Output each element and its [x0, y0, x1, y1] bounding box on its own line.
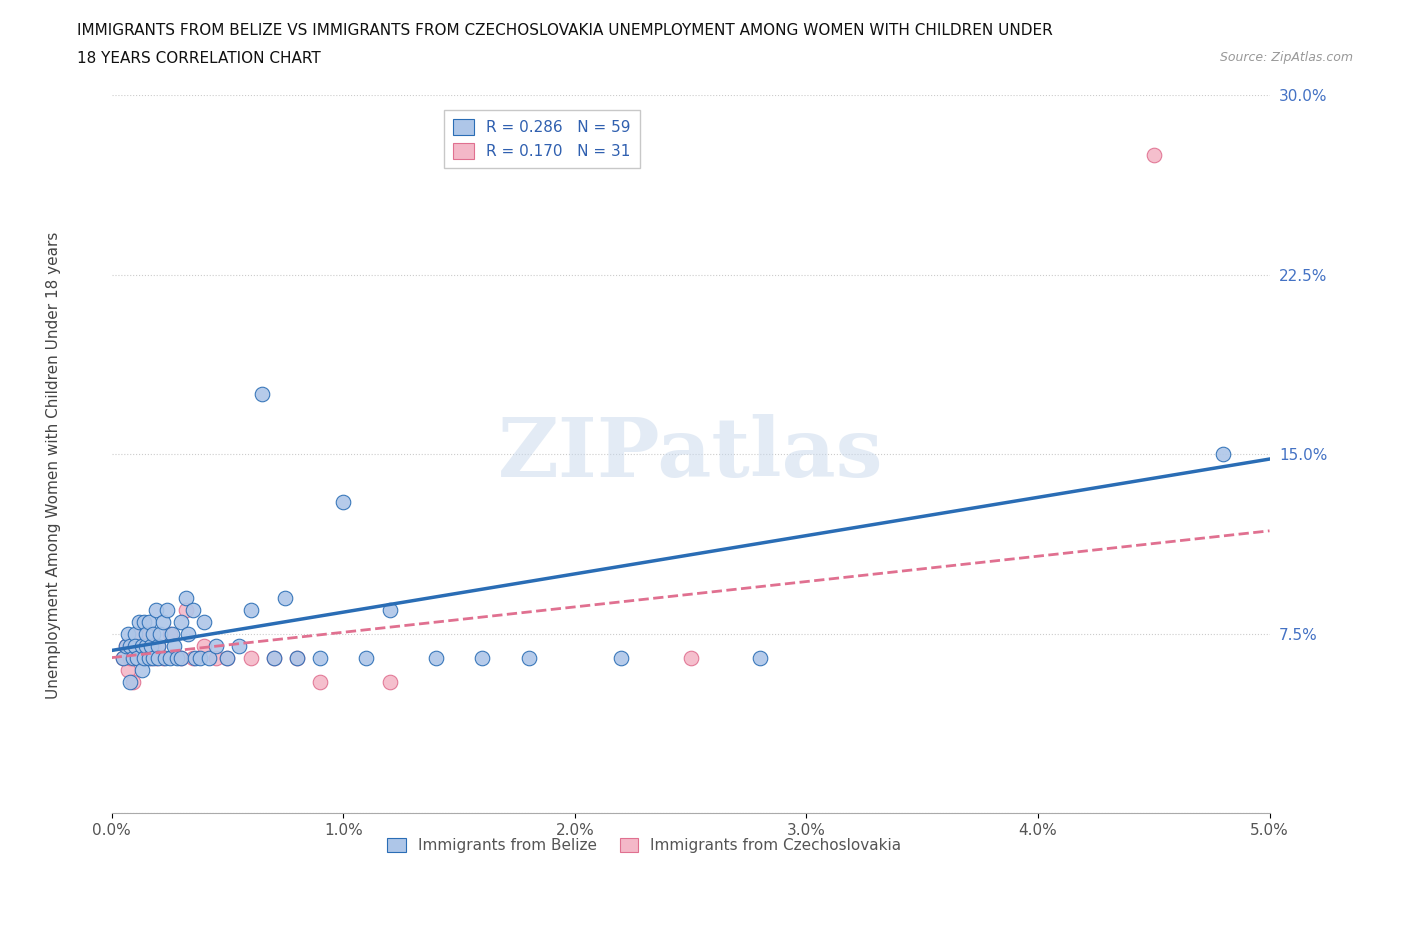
- Point: [117, 662, 139, 677]
- Point: [120, 650, 142, 665]
- Point: [138, 626, 160, 641]
- Point: [127, 650, 149, 665]
- Point: [131, 662, 153, 677]
- Point: [139, 638, 162, 653]
- Point: [263, 650, 285, 665]
- Point: [152, 650, 174, 665]
- Point: [145, 603, 167, 618]
- Point: [156, 603, 179, 618]
- Point: [159, 626, 181, 641]
- Point: [471, 650, 494, 665]
- Point: [142, 650, 165, 665]
- Point: [121, 650, 143, 665]
- Point: [146, 638, 169, 653]
- Text: 18 YEARS CORRELATION CHART: 18 YEARS CORRELATION CHART: [77, 51, 321, 66]
- Point: [124, 626, 146, 641]
- Point: [138, 650, 160, 665]
- Point: [181, 603, 204, 618]
- Point: [378, 674, 401, 689]
- Text: ZIPatlas: ZIPatlas: [498, 414, 883, 494]
- Point: [134, 638, 156, 653]
- Point: [160, 626, 183, 641]
- Point: [139, 650, 162, 665]
- Point: [138, 615, 160, 630]
- Point: [127, 650, 149, 665]
- Point: [309, 674, 332, 689]
- Point: [174, 591, 197, 605]
- Point: [135, 650, 157, 665]
- Point: [117, 626, 139, 641]
- Point: [239, 603, 262, 618]
- Point: [205, 638, 228, 653]
- Text: IMMIGRANTS FROM BELIZE VS IMMIGRANTS FROM CZECHOSLOVAKIA UNEMPLOYMENT AMONG WOME: IMMIGRANTS FROM BELIZE VS IMMIGRANTS FRO…: [77, 23, 1053, 38]
- Point: [159, 650, 181, 665]
- Text: Unemployment Among Women with Children Under 18 years: Unemployment Among Women with Children U…: [46, 232, 60, 698]
- Legend: Immigrants from Belize, Immigrants from Czechoslovakia: Immigrants from Belize, Immigrants from …: [381, 832, 907, 859]
- Point: [112, 650, 135, 665]
- Point: [146, 650, 169, 665]
- Point: [112, 650, 135, 665]
- Point: [228, 638, 250, 653]
- Point: [120, 674, 142, 689]
- Point: [166, 650, 188, 665]
- Point: [1143, 148, 1166, 163]
- Point: [425, 650, 447, 665]
- Point: [114, 638, 136, 653]
- Point: [134, 615, 156, 630]
- Point: [252, 387, 274, 402]
- Text: Source: ZipAtlas.com: Source: ZipAtlas.com: [1219, 51, 1353, 64]
- Point: [274, 591, 297, 605]
- Point: [239, 650, 262, 665]
- Point: [198, 650, 221, 665]
- Point: [217, 650, 239, 665]
- Point: [177, 626, 200, 641]
- Point: [142, 638, 165, 653]
- Point: [128, 615, 150, 630]
- Point: [152, 615, 174, 630]
- Point: [356, 650, 378, 665]
- Point: [263, 650, 285, 665]
- Point: [121, 674, 143, 689]
- Point: [124, 638, 146, 653]
- Point: [309, 650, 332, 665]
- Point: [170, 650, 193, 665]
- Point: [378, 603, 401, 618]
- Point: [135, 638, 157, 653]
- Point: [131, 638, 153, 653]
- Point: [170, 650, 193, 665]
- Point: [181, 650, 204, 665]
- Point: [142, 626, 165, 641]
- Point: [749, 650, 772, 665]
- Point: [135, 626, 157, 641]
- Point: [114, 638, 136, 653]
- Point: [120, 638, 142, 653]
- Point: [170, 615, 193, 630]
- Point: [610, 650, 633, 665]
- Point: [205, 650, 228, 665]
- Point: [153, 650, 176, 665]
- Point: [134, 650, 156, 665]
- Point: [188, 650, 211, 665]
- Point: [174, 603, 197, 618]
- Point: [679, 650, 702, 665]
- Point: [163, 638, 186, 653]
- Point: [184, 650, 207, 665]
- Point: [149, 626, 172, 641]
- Point: [285, 650, 308, 665]
- Point: [1212, 446, 1234, 461]
- Point: [131, 650, 153, 665]
- Point: [332, 495, 354, 510]
- Point: [517, 650, 540, 665]
- Point: [145, 650, 167, 665]
- Point: [193, 638, 215, 653]
- Point: [128, 626, 150, 641]
- Point: [124, 638, 146, 653]
- Point: [285, 650, 308, 665]
- Point: [193, 615, 215, 630]
- Point: [217, 650, 239, 665]
- Point: [146, 638, 169, 653]
